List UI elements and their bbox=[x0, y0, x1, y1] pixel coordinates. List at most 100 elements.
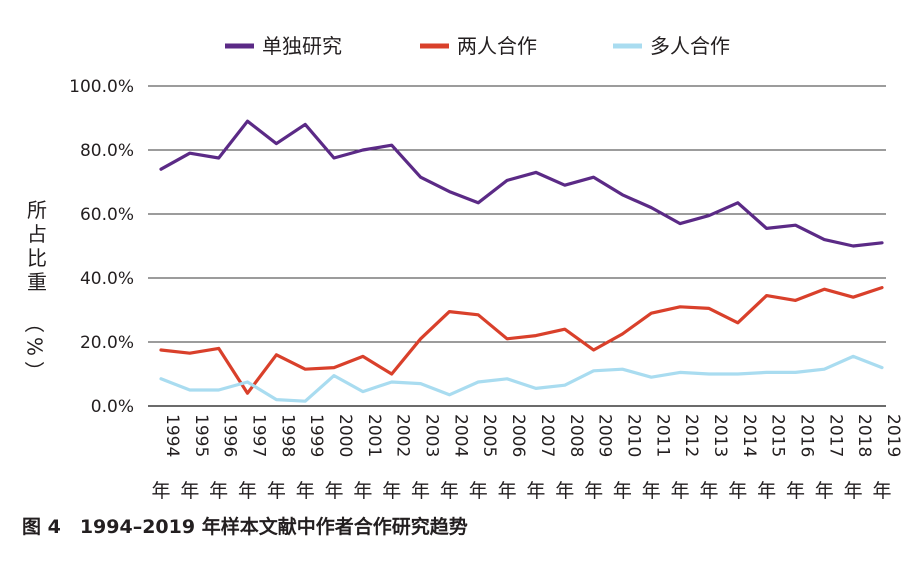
svg-text:年: 年 bbox=[844, 480, 863, 502]
x-tick-label: 2003 年 bbox=[411, 414, 442, 502]
x-tick-label: 2013 年 bbox=[699, 414, 730, 502]
legend-label: 多人合作 bbox=[650, 34, 730, 58]
svg-text:年: 年 bbox=[296, 480, 315, 502]
svg-text:2014: 2014 bbox=[739, 414, 759, 457]
svg-text:年: 年 bbox=[267, 480, 286, 502]
svg-text:年: 年 bbox=[325, 480, 344, 502]
x-tick-label: 2001 年 bbox=[353, 414, 384, 502]
svg-text:2019: 2019 bbox=[883, 414, 903, 457]
svg-text:2018: 2018 bbox=[854, 414, 874, 457]
svg-text:年: 年 bbox=[151, 480, 170, 502]
figure-caption: 图 4 1994–2019 年样本文献中作者合作研究趋势 bbox=[22, 516, 468, 538]
svg-text:年: 年 bbox=[440, 480, 459, 502]
svg-text:年: 年 bbox=[555, 480, 574, 502]
x-tick-label: 2009 年 bbox=[584, 414, 615, 502]
svg-text:2011: 2011 bbox=[652, 414, 672, 457]
svg-text:2005: 2005 bbox=[479, 414, 499, 457]
legend-label: 单独研究 bbox=[262, 34, 342, 58]
x-tick-label: 2014 年 bbox=[728, 414, 759, 502]
legend-item: 多人合作 bbox=[613, 34, 730, 58]
x-tick-label: 1995 年 bbox=[180, 414, 211, 502]
series-line bbox=[159, 354, 884, 403]
y-tick-label: 60.0% bbox=[80, 205, 134, 225]
svg-text:2008: 2008 bbox=[566, 414, 586, 457]
svg-text:年: 年 bbox=[815, 480, 834, 502]
y-tick-label: 40.0% bbox=[80, 269, 134, 289]
svg-text:年: 年 bbox=[613, 480, 632, 502]
svg-text:1995: 1995 bbox=[191, 414, 211, 457]
svg-text:2000: 2000 bbox=[335, 414, 355, 457]
y-axis-ticks: 0.0% 20.0% 40.0% 60.0% 80.0% 100.0% bbox=[69, 77, 134, 417]
x-tick-label: 1996 年 bbox=[209, 414, 240, 502]
x-axis-ticks: 1994 年 1995 年 1996 年 1997 年 1998 年 1999 年 2000 年 2001 年… bbox=[151, 414, 903, 502]
svg-text:年: 年 bbox=[872, 480, 891, 502]
svg-text:1998: 1998 bbox=[277, 414, 297, 457]
svg-text:年: 年 bbox=[498, 480, 517, 502]
svg-text:年: 年 bbox=[353, 480, 372, 502]
svg-text:2017: 2017 bbox=[825, 414, 845, 457]
svg-text:1994: 1994 bbox=[162, 414, 182, 457]
x-tick-label: 2007 年 bbox=[526, 414, 557, 502]
svg-text:年: 年 bbox=[411, 480, 430, 502]
svg-text:年: 年 bbox=[699, 480, 718, 502]
series-lines bbox=[159, 119, 884, 403]
legend: 单独研究 两人合作 多人合作 bbox=[225, 34, 730, 58]
svg-text:2012: 2012 bbox=[681, 414, 701, 457]
svg-text:2007: 2007 bbox=[537, 414, 557, 457]
svg-text:年: 年 bbox=[209, 480, 228, 502]
x-tick-label: 2006 年 bbox=[498, 414, 529, 502]
x-tick-label: 2019 年 bbox=[872, 414, 903, 502]
y-tick-label: 20.0% bbox=[80, 333, 134, 353]
svg-text:2010: 2010 bbox=[623, 414, 643, 457]
x-tick-label: 1997 年 bbox=[238, 414, 269, 502]
x-tick-label: 2000 年 bbox=[325, 414, 356, 502]
series-line bbox=[159, 286, 884, 395]
svg-text:年: 年 bbox=[642, 480, 661, 502]
svg-text:年: 年 bbox=[728, 480, 747, 502]
x-tick-label: 2015 年 bbox=[757, 414, 788, 502]
x-tick-label: 2005 年 bbox=[469, 414, 500, 502]
legend-label: 两人合作 bbox=[457, 34, 537, 58]
x-tick-label: 2012 年 bbox=[671, 414, 702, 502]
svg-text:年: 年 bbox=[238, 480, 257, 502]
svg-text:年: 年 bbox=[671, 480, 690, 502]
svg-text:2009: 2009 bbox=[595, 414, 615, 457]
x-tick-label: 2004 年 bbox=[440, 414, 471, 502]
y-tick-label: 0.0% bbox=[91, 397, 134, 417]
svg-text:年: 年 bbox=[786, 480, 805, 502]
svg-text:1997: 1997 bbox=[249, 414, 269, 457]
svg-text:2006: 2006 bbox=[508, 414, 528, 457]
series-line bbox=[159, 119, 884, 248]
svg-text:年: 年 bbox=[584, 480, 603, 502]
x-tick-label: 2011 年 bbox=[642, 414, 673, 502]
x-tick-label: 2008 年 bbox=[555, 414, 586, 502]
svg-text:2016: 2016 bbox=[796, 414, 816, 457]
svg-text:2001: 2001 bbox=[364, 414, 384, 457]
svg-text:年: 年 bbox=[382, 480, 401, 502]
x-tick-label: 1994 年 bbox=[151, 414, 182, 502]
x-tick-label: 2010 年 bbox=[613, 414, 644, 502]
svg-text:2003: 2003 bbox=[422, 414, 442, 457]
line-chart: 单独研究 两人合作 多人合作 0.0% 20.0% 40.0% 60.0% 80.0% 100… bbox=[22, 34, 903, 502]
svg-text:2002: 2002 bbox=[393, 414, 413, 457]
svg-text:年: 年 bbox=[469, 480, 488, 502]
x-tick-label: 2016 年 bbox=[786, 414, 817, 502]
legend-item: 单独研究 bbox=[225, 34, 342, 58]
x-tick-label: 2017 年 bbox=[815, 414, 846, 502]
x-tick-label: 2002 年 bbox=[382, 414, 413, 502]
y-axis-label: 所占比重（%） bbox=[22, 198, 47, 381]
svg-text:1996: 1996 bbox=[220, 414, 240, 457]
svg-text:年: 年 bbox=[757, 480, 776, 502]
y-tick-label: 80.0% bbox=[80, 141, 134, 161]
svg-text:年: 年 bbox=[526, 480, 545, 502]
svg-text:2013: 2013 bbox=[710, 414, 730, 457]
x-tick-label: 1998 年 bbox=[267, 414, 298, 502]
svg-text:2004: 2004 bbox=[450, 414, 470, 457]
x-tick-label: 2018 年 bbox=[844, 414, 875, 502]
y-tick-label: 100.0% bbox=[69, 77, 134, 97]
legend-item: 两人合作 bbox=[420, 34, 537, 58]
gridlines bbox=[148, 85, 886, 407]
svg-text:年: 年 bbox=[180, 480, 199, 502]
x-tick-label: 1999 年 bbox=[296, 414, 327, 502]
svg-text:1999: 1999 bbox=[306, 414, 326, 457]
